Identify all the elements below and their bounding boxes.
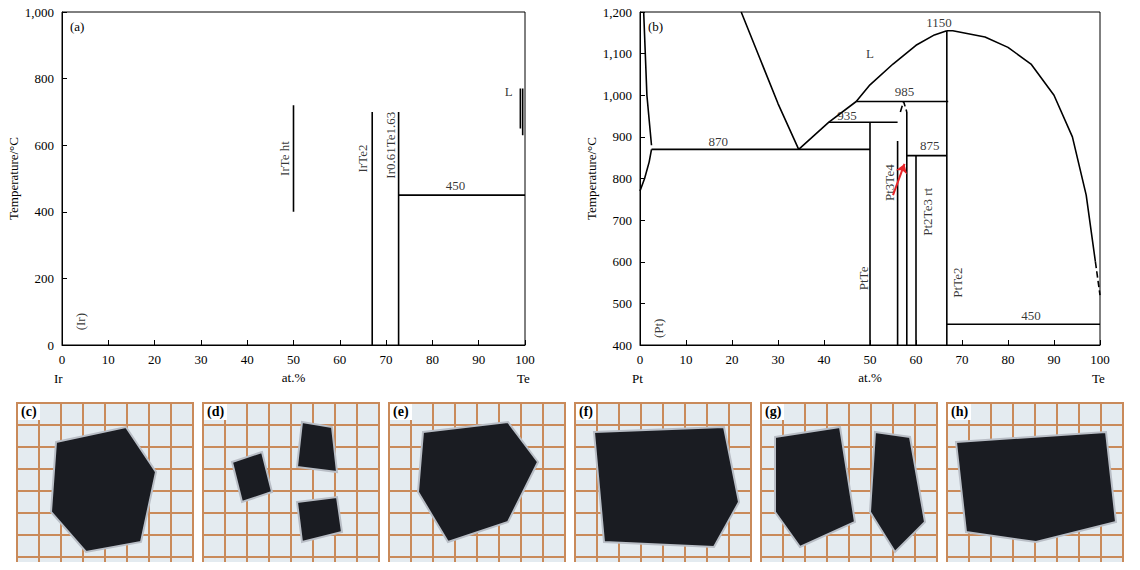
svg-text:10: 10 <box>102 352 115 367</box>
html-text:(c): (c) <box>21 404 37 419</box>
svg-text:Temperature/°C: Temperature/°C <box>6 137 21 220</box>
svg-text:Temperature/°C: Temperature/°C <box>584 137 599 220</box>
svg-text:IrTe2: IrTe2 <box>355 145 370 173</box>
svg-text:100: 100 <box>515 352 535 367</box>
svg-text:L: L <box>505 84 513 99</box>
svg-text:at.%: at.% <box>858 370 882 385</box>
svg-text:40: 40 <box>818 352 831 367</box>
svg-text:60: 60 <box>333 352 346 367</box>
svg-text:Te: Te <box>517 371 530 386</box>
svg-text:90: 90 <box>1048 352 1061 367</box>
svg-text:L: L <box>866 46 874 61</box>
svg-text:985: 985 <box>895 84 915 99</box>
html-text:(d): (d) <box>207 404 225 419</box>
html-text:(g): (g) <box>765 404 782 419</box>
svg-text:PtTe2: PtTe2 <box>950 267 965 297</box>
svg-text:1,000: 1,000 <box>603 88 632 103</box>
svg-text:400: 400 <box>35 204 55 219</box>
svg-text:450: 450 <box>1021 308 1041 323</box>
svg-text:1,000: 1,000 <box>25 5 54 20</box>
svg-text:870: 870 <box>708 134 728 149</box>
svg-text:Te: Te <box>1092 371 1105 386</box>
svg-text:Ir: Ir <box>54 371 63 386</box>
svg-text:(Ir): (Ir) <box>73 313 88 330</box>
svg-text:0: 0 <box>59 352 66 367</box>
svg-text:70: 70 <box>380 352 393 367</box>
svg-text:90: 90 <box>472 352 485 367</box>
svg-text:Pt3Te4: Pt3Te4 <box>882 164 897 201</box>
svg-text:20: 20 <box>148 352 161 367</box>
svg-text:(a): (a) <box>70 19 84 34</box>
svg-text:1,200: 1,200 <box>603 5 632 20</box>
svg-text:30: 30 <box>194 352 207 367</box>
svg-text:30: 30 <box>772 352 785 367</box>
svg-text:450: 450 <box>446 178 466 193</box>
svg-text:1150: 1150 <box>926 15 952 30</box>
svg-text:935: 935 <box>837 108 857 123</box>
svg-text:0: 0 <box>48 338 55 353</box>
svg-text:(b): (b) <box>648 19 663 34</box>
svg-text:60: 60 <box>910 352 923 367</box>
svg-text:200: 200 <box>35 271 55 286</box>
svg-text:20: 20 <box>726 352 739 367</box>
svg-text:80: 80 <box>1002 352 1015 367</box>
svg-text:70: 70 <box>956 352 969 367</box>
svg-text:600: 600 <box>35 138 55 153</box>
svg-text:700: 700 <box>613 213 633 228</box>
svg-text:Ir0.61Te1.63: Ir0.61Te1.63 <box>383 112 398 179</box>
svg-text:875: 875 <box>920 138 940 153</box>
svg-text:10: 10 <box>680 352 693 367</box>
svg-text:900: 900 <box>613 129 633 144</box>
svg-text:800: 800 <box>35 71 55 86</box>
svg-text:(Pt): (Pt) <box>651 319 666 339</box>
svg-text:50: 50 <box>287 352 300 367</box>
svg-text:1,100: 1,100 <box>603 46 632 61</box>
svg-text:IrTe ht: IrTe ht <box>277 141 292 176</box>
svg-text:Pt: Pt <box>632 371 643 386</box>
svg-text:800: 800 <box>613 171 633 186</box>
svg-text:0: 0 <box>637 352 644 367</box>
svg-text:Pt2Te3 rt: Pt2Te3 rt <box>920 187 935 235</box>
html-text:(e): (e) <box>393 404 409 419</box>
html-text:(h): (h) <box>951 404 969 419</box>
svg-text:500: 500 <box>613 296 633 311</box>
svg-text:400: 400 <box>613 338 633 353</box>
svg-text:100: 100 <box>1090 352 1110 367</box>
svg-text:600: 600 <box>613 254 633 269</box>
svg-text:80: 80 <box>426 352 439 367</box>
svg-text:50: 50 <box>864 352 877 367</box>
svg-text:40: 40 <box>241 352 254 367</box>
html-text:(f): (f) <box>579 404 593 419</box>
svg-text:PtTe: PtTe <box>856 266 871 290</box>
svg-text:at.%: at.% <box>282 370 306 385</box>
